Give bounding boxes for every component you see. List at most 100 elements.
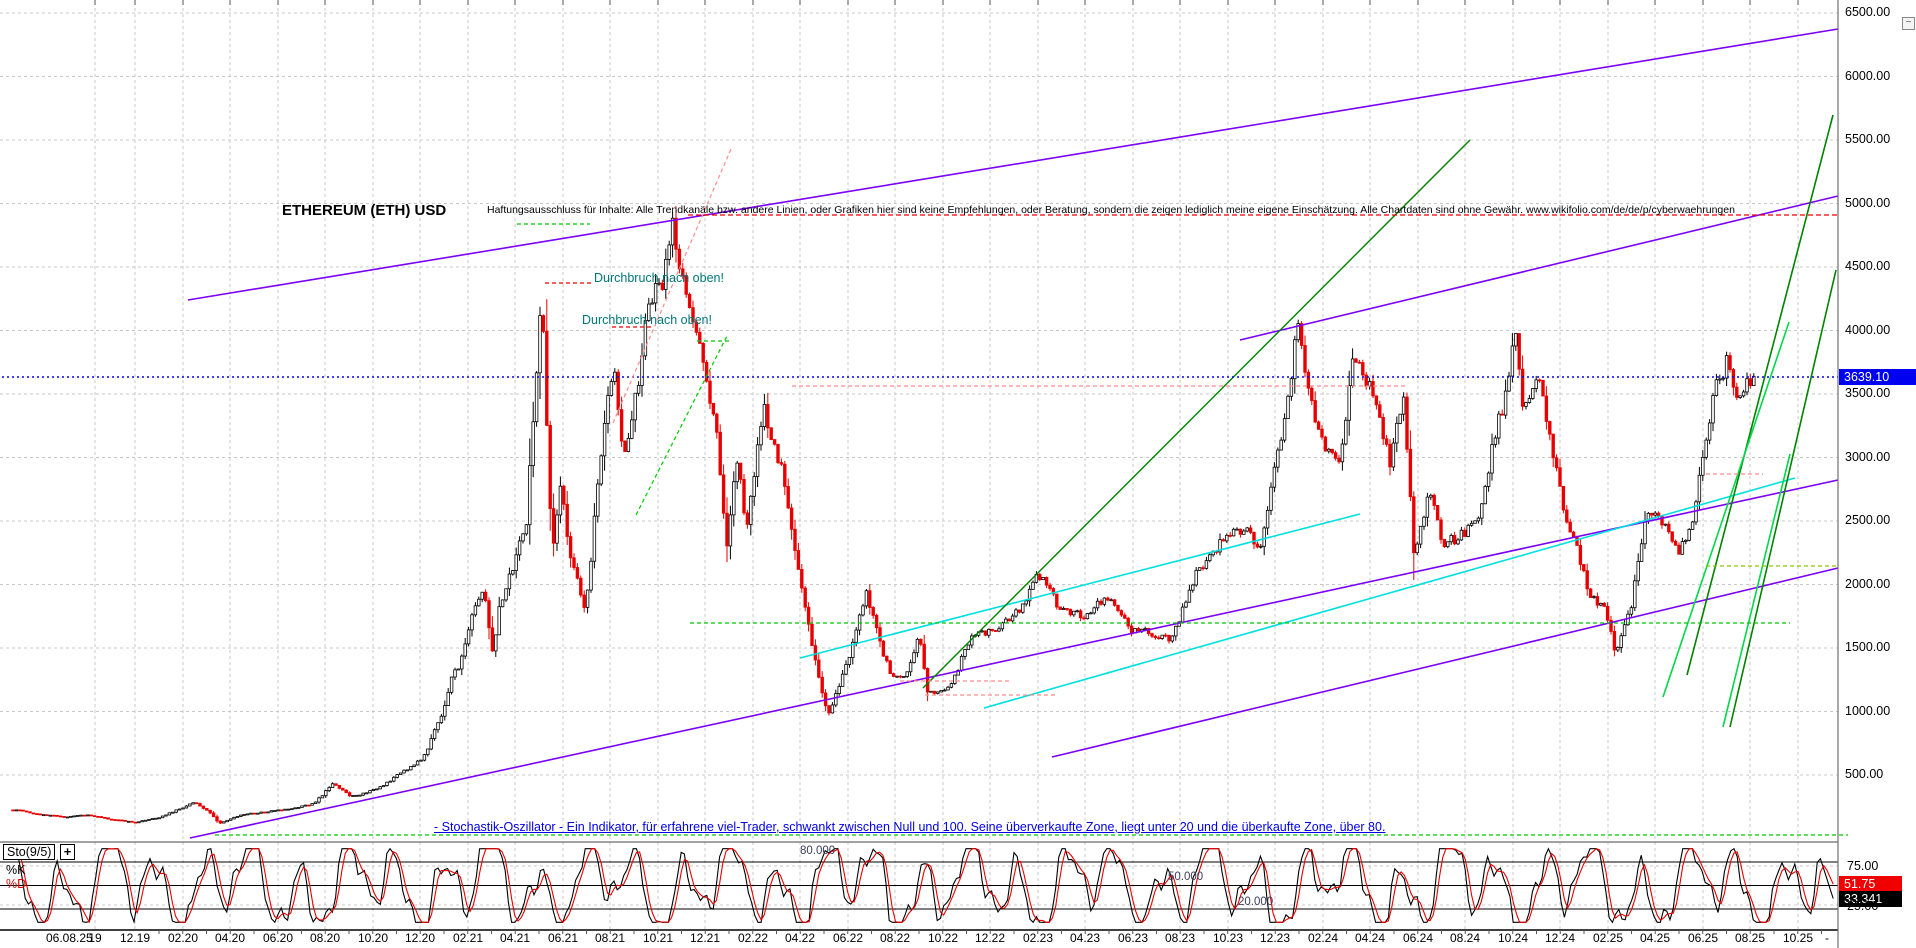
candle-body [769,427,773,440]
candle-body [1578,545,1583,565]
candle-body [52,814,56,817]
candle-body [443,705,447,717]
candle-body [1473,520,1477,524]
candle-body [885,655,889,662]
candle-body [426,748,430,756]
candle-body [358,794,362,797]
candle-body [1129,625,1134,634]
add-indicator-button[interactable]: + [60,844,75,860]
candle-body [521,533,525,542]
candle-body [602,422,607,457]
candle-body [1711,395,1715,424]
candle-body [72,815,76,818]
candle-body [1123,614,1127,619]
candle-body [259,811,263,814]
candle-body [1531,388,1535,399]
candle-body [939,689,943,693]
candle-body [123,819,127,822]
candle-body [1191,584,1195,591]
candle-body [1299,323,1304,346]
candle-body [728,514,733,547]
candle-body [1340,443,1345,463]
candle-body [1259,545,1263,548]
candle-body [354,794,359,797]
candle-body [24,810,29,813]
candle-body [1180,606,1185,623]
candle-body [113,819,117,821]
candle-body [1078,610,1083,619]
candle-body [575,567,580,579]
candle-body [844,664,848,675]
candle-body [317,797,321,803]
candle-body [1055,593,1059,608]
candle-body [755,444,760,477]
date-axis-tick: 04.23 [1069,931,1101,945]
stochastic-k-line [6,847,1834,924]
candle-body [92,815,97,818]
candle-body [487,600,491,629]
candle-body [531,421,535,467]
candle-body [1609,619,1613,632]
candle-body [1690,521,1695,530]
candle-body [891,673,896,677]
candle-body [922,643,926,669]
candle-body [398,772,403,775]
candle-body [228,818,233,821]
trendline-violet-upper-long [187,28,1839,301]
trendline-violet-upper-short [1239,195,1839,341]
trendline-lightgreen-steep-2 [1722,453,1791,728]
candle-body [409,766,413,771]
candle-body [211,812,216,818]
candle-body [388,780,393,783]
candle-body [242,813,246,816]
candle-body [1476,517,1481,522]
candle-body [1085,613,1090,620]
candle-body [721,474,726,514]
candle-body [361,792,365,796]
candle-body [1412,496,1416,554]
indicator-label[interactable]: Sto(9/5) [3,844,56,860]
candle-body [643,320,648,357]
candle-body [1735,386,1739,398]
candle-body [273,810,277,812]
candle-body [239,814,243,817]
date-axis-tick: 06.08.25 [46,931,93,945]
candle-body [626,437,631,452]
candle-body [341,787,345,791]
candle-body [1330,448,1334,454]
candle-body [1684,539,1688,542]
candle-body [854,629,858,643]
candle-body [41,814,46,817]
candle-body [1235,528,1239,531]
candle-body [667,244,671,260]
candle-body [766,404,770,429]
date-axis-tick: 04.25 [1639,931,1671,945]
candle-body [364,792,369,795]
candle-body [1405,396,1409,450]
candle-body [375,788,379,791]
candle-body [1350,358,1355,387]
candle-body [480,591,484,600]
candle-body [653,283,658,304]
candle-body [1099,600,1103,605]
candle-body [106,817,110,820]
sto-axis-tick: 75.00 [1847,859,1879,873]
date-axis-tick: 02.22 [737,931,769,945]
candle-body [528,465,532,526]
candle-body [283,808,287,811]
candle-body [1306,371,1311,389]
candle-body [1673,540,1678,546]
candle-body [694,321,699,333]
sto-axis-tick: 25.00 [1847,899,1879,913]
date-axis-tick: 04.21 [499,931,531,945]
date-axis-tick: 08.23 [1164,931,1196,945]
date-axis-tick: 06.24 [1402,931,1434,945]
candle-body [579,577,583,596]
candle-body [1323,436,1328,452]
candle-body [1327,448,1331,452]
collapse-chart-icon[interactable]: − [1902,17,1915,30]
candle-body [1680,541,1685,555]
candle-body [847,657,852,665]
